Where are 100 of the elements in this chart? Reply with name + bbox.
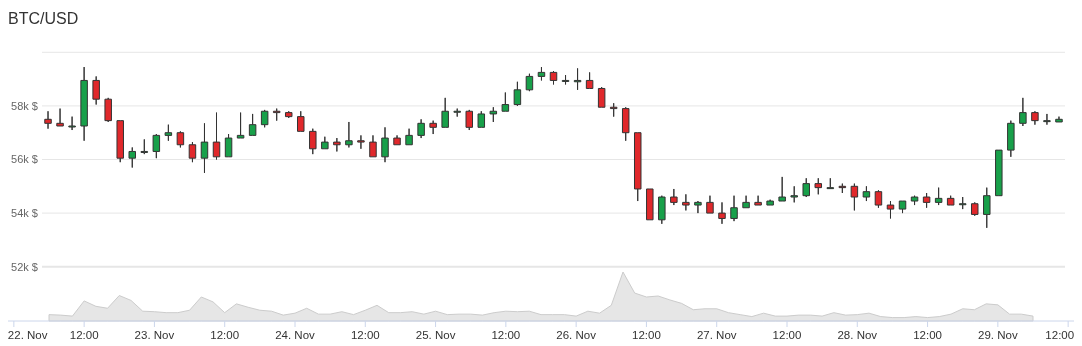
candlestick (345, 121, 353, 148)
candlestick (212, 112, 221, 160)
candlestick (1031, 110, 1039, 126)
candlestick (297, 110, 305, 132)
candlestick (585, 71, 594, 89)
x-tick-label: 24. Nov (275, 329, 316, 341)
candlestick (477, 110, 486, 128)
candlestick (766, 199, 774, 206)
candlestick (597, 86, 606, 108)
x-tick-label: 22. Nov (7, 329, 48, 341)
candlestick (718, 201, 726, 225)
candlestick (369, 134, 377, 158)
candlestick (68, 116, 76, 131)
candlestick (405, 128, 413, 146)
candlestick (140, 138, 149, 155)
candlestick (309, 128, 317, 155)
candlestick (838, 183, 847, 194)
candlestick (417, 118, 425, 139)
candlestick (778, 176, 786, 202)
candlestick (128, 146, 137, 169)
candlestick (549, 70, 558, 85)
candlestick (272, 108, 281, 122)
candlestick (850, 183, 859, 211)
candlestick (561, 74, 570, 85)
candlestick (152, 133, 161, 159)
candlestick (946, 195, 955, 206)
candlestick (224, 133, 233, 158)
candlestick (922, 192, 931, 209)
candlestick (621, 106, 630, 142)
y-tick-label: 52k $ (11, 260, 38, 273)
x-tick-label: 12:00 (210, 329, 240, 341)
candlestick (284, 110, 293, 119)
x-tick-label: 25. Nov (415, 329, 456, 341)
x-tick-label: 23. Nov (134, 329, 175, 341)
candlestick (609, 102, 618, 118)
candlestick (754, 195, 762, 206)
candlestick (682, 193, 690, 211)
candlestick (670, 188, 678, 206)
candlestick (381, 126, 389, 163)
candlestick (790, 185, 798, 203)
x-tick-label: 12:00 (350, 329, 380, 341)
candlestick (453, 108, 461, 118)
x-tick-label: 27. Nov (696, 329, 737, 341)
candlestick (706, 195, 714, 214)
candlestick (537, 66, 546, 81)
candlestick (646, 188, 654, 221)
candlestick (826, 177, 835, 190)
candlestick (465, 109, 473, 131)
candlestick (886, 200, 895, 219)
candlestick (694, 200, 702, 214)
candlestick (200, 122, 209, 174)
candlestick (658, 195, 666, 225)
candlestick (92, 75, 100, 106)
candlestick (934, 187, 943, 206)
candlestick (393, 134, 401, 146)
candlestick (958, 196, 967, 210)
candlestick (910, 195, 919, 206)
y-tick-label: 58k $ (11, 99, 38, 112)
x-tick-label: 12:00 (1045, 329, 1075, 341)
x-tick-label: 12:00 (772, 329, 802, 341)
candlestick (116, 120, 124, 163)
chart-title: BTC/USD (8, 10, 79, 27)
candlestick (44, 110, 52, 130)
y-tick-label: 56k $ (11, 153, 38, 166)
y-tick-label: 54k $ (11, 206, 38, 219)
candlestick (104, 97, 112, 123)
candlestick (429, 120, 437, 135)
candlestick (80, 66, 88, 142)
candlestick (164, 124, 173, 142)
candlestick (573, 67, 582, 91)
candlestick (874, 189, 883, 209)
candlestick (441, 97, 449, 128)
candlestick (321, 136, 329, 150)
x-tick-label: 26. Nov (556, 329, 597, 341)
candlestick (1043, 113, 1051, 126)
candlestick (983, 187, 991, 229)
x-tick-label: 29. Nov (978, 329, 1018, 341)
candlestick (634, 132, 642, 202)
candlestick (188, 141, 197, 163)
x-tick-label: 12:00 (491, 329, 521, 341)
candlestick (730, 195, 738, 222)
candlestick (260, 109, 269, 128)
candlestick (1055, 116, 1063, 123)
candlestick (1019, 97, 1027, 127)
candlestick (862, 185, 871, 202)
x-tick-label: 12:00 (69, 329, 99, 341)
x-tick-label: 12:00 (913, 329, 942, 341)
candlestick (56, 108, 64, 127)
candlestick (176, 130, 185, 148)
candlestick (742, 195, 750, 209)
x-tick-label: 28. Nov (837, 329, 878, 341)
candlestick (357, 134, 365, 150)
candlestick (814, 177, 823, 195)
candlestick (898, 200, 907, 214)
candlestick (489, 106, 498, 123)
candlestick (995, 149, 1003, 197)
candlestick (513, 81, 522, 107)
candlestick (501, 92, 510, 112)
candlestick (333, 137, 341, 152)
candlestick (248, 113, 257, 136)
